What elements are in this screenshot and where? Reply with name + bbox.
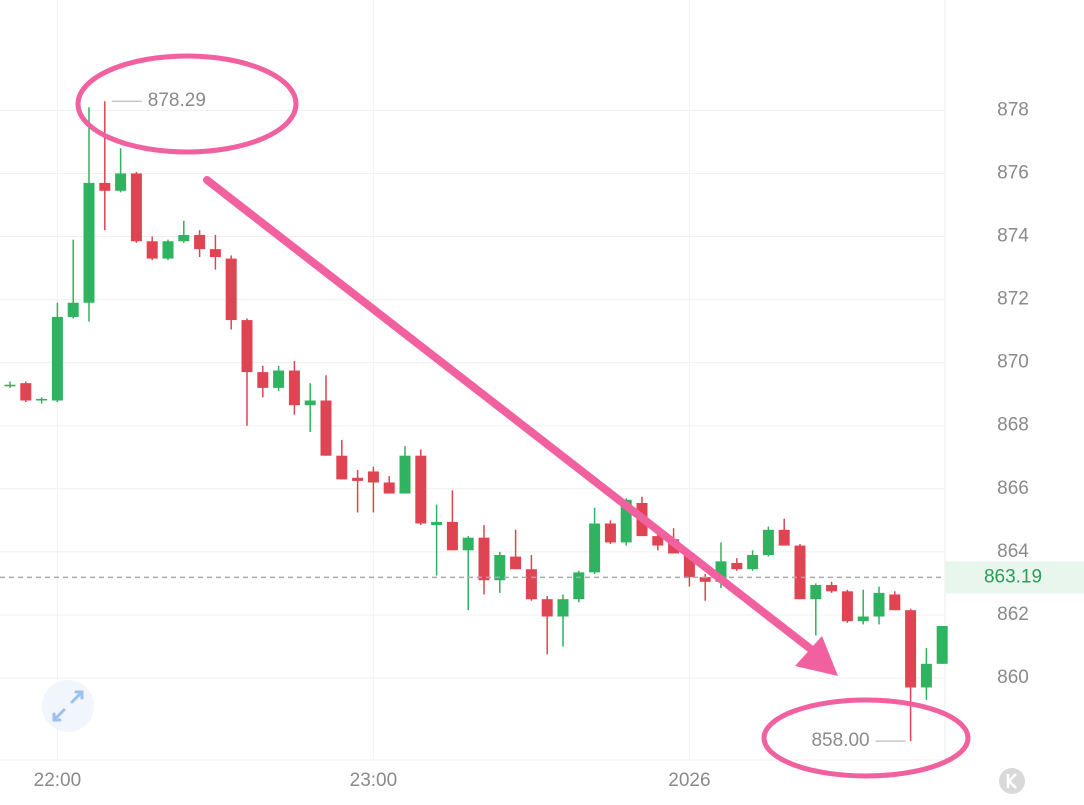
candle-body: [99, 182, 111, 191]
candle-body: [841, 591, 853, 622]
candle-body: [146, 241, 158, 259]
expand-icon[interactable]: [42, 680, 94, 732]
y-tick-label: 862: [997, 604, 1029, 625]
candle-body: [20, 383, 32, 401]
candle-body: [589, 523, 601, 573]
candle-body: [731, 562, 743, 570]
max-label: 878.29: [148, 90, 206, 111]
candle-body: [273, 370, 285, 388]
last-price-label: 863.19: [984, 566, 1042, 587]
y-tick-label: 874: [997, 226, 1029, 247]
candle-body: [352, 477, 364, 481]
candle-body: [446, 521, 458, 551]
y-tick-label: 860: [997, 667, 1029, 688]
candle-body: [4, 384, 16, 387]
candle-body: [762, 529, 774, 556]
candle-body: [620, 499, 632, 543]
candle-body: [194, 234, 206, 250]
x-tick-label: 23:00: [350, 770, 398, 791]
candles: [4, 101, 948, 742]
candle-body: [225, 258, 237, 321]
candle-body: [415, 455, 427, 524]
candle-body: [810, 584, 822, 600]
candle-body: [573, 572, 585, 600]
candle-body: [920, 663, 932, 688]
highlight-ellipse: [75, 53, 299, 155]
candle-body: [462, 537, 474, 551]
candle-body: [715, 561, 727, 582]
candle-body: [399, 455, 411, 494]
trend-arrow: [203, 176, 816, 654]
candle-body: [367, 471, 379, 483]
candle-body: [336, 455, 348, 480]
candle-body: [794, 545, 806, 600]
candle-body: [494, 555, 506, 581]
candle-body: [889, 594, 901, 611]
candle-body: [36, 398, 48, 401]
x-tick-label: 2026: [668, 770, 710, 791]
candle-body: [857, 616, 869, 622]
candle-body: [178, 234, 190, 242]
candle-body: [826, 584, 838, 592]
candle-body: [683, 553, 695, 578]
candle-body: [873, 592, 885, 617]
candle-body: [383, 482, 395, 494]
candle-body: [67, 302, 79, 317]
candle-body: [699, 577, 711, 582]
x-tick-label: 22:00: [34, 770, 82, 791]
y-tick-label: 876: [997, 162, 1029, 183]
candle-body: [83, 182, 95, 303]
candle-body: [209, 249, 221, 258]
y-tick-label: 866: [997, 478, 1029, 499]
candle-body: [747, 555, 759, 570]
candle-body: [288, 370, 300, 406]
labels: 860 862 864 866 868 870 872 874 876 878 22:00 23:00…: [0, 90, 1084, 791]
candle-body: [304, 400, 316, 406]
k-icon[interactable]: [999, 768, 1025, 794]
last-price-box: [945, 561, 1084, 594]
y-tick-label: 864: [997, 541, 1029, 562]
candle-body: [525, 569, 537, 600]
candle-body: [431, 521, 443, 526]
y-tick-label: 878: [997, 99, 1029, 120]
y-tick-label: 870: [997, 352, 1029, 373]
candle-body: [652, 536, 664, 546]
y-tick-label: 872: [997, 289, 1029, 310]
highlight-ellipse: [761, 697, 971, 779]
candle-body: [478, 537, 490, 581]
candle-body: [541, 599, 553, 617]
candle-body: [557, 599, 569, 617]
candle-body: [320, 400, 332, 456]
arrow-head: [795, 636, 838, 676]
candle-body: [162, 241, 174, 259]
candle-body: [936, 625, 948, 664]
candle-body: [130, 173, 142, 242]
candle-body: [257, 372, 269, 388]
candle-body: [51, 316, 63, 401]
min-label: 858.00: [811, 730, 869, 751]
candle-body: [604, 523, 616, 543]
candle-body: [115, 173, 127, 191]
candle-body: [510, 556, 522, 570]
candle-body: [241, 320, 253, 373]
candle-body: [905, 610, 917, 688]
y-tick-label: 868: [997, 415, 1029, 436]
highlight-overlay: [75, 53, 971, 779]
candle-body: [778, 529, 790, 546]
